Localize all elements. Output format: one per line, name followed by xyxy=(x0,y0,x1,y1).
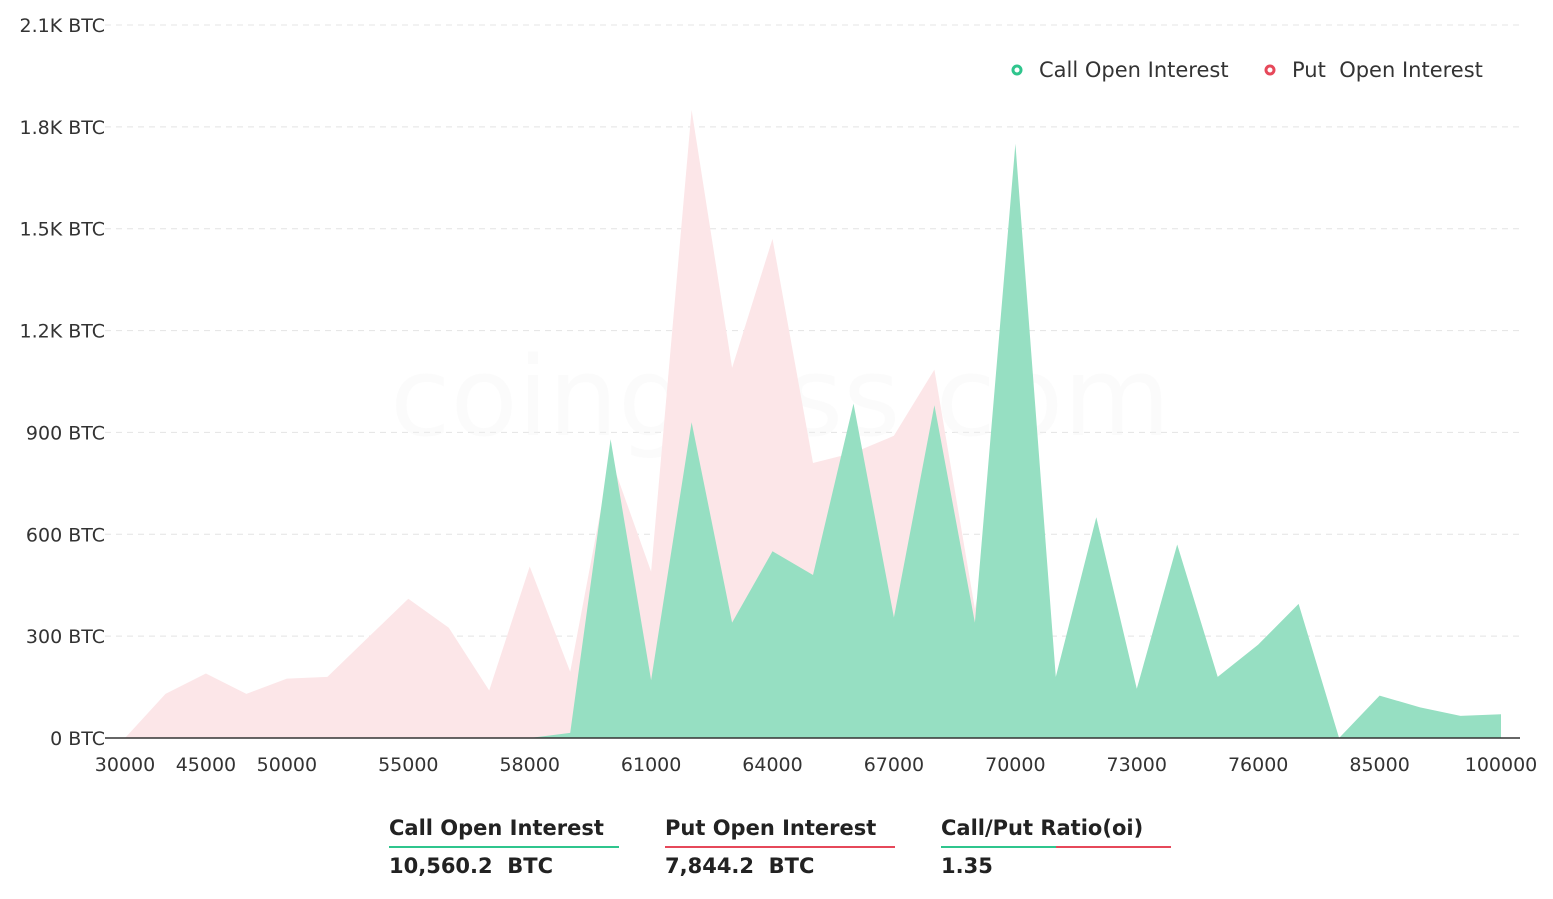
y-tick-label: 300 BTC xyxy=(26,626,105,648)
y-tick-label: 1.2K BTC xyxy=(19,321,105,343)
y-tick-label: 1.5K BTC xyxy=(19,219,105,241)
summary-call-value: 10,560.2 BTC xyxy=(389,854,553,878)
x-tick-label: 64000 xyxy=(742,754,802,776)
x-tick-label: 45000 xyxy=(176,754,236,776)
legend-item-put[interactable]: Put Open Interest xyxy=(1264,58,1483,82)
y-tick-label: 600 BTC xyxy=(26,524,105,546)
y-tick-label: 2.1K BTC xyxy=(19,15,105,37)
x-tick-label: 55000 xyxy=(378,754,438,776)
summary-call-label: Call Open Interest xyxy=(389,816,604,840)
y-tick-label: 0 BTC xyxy=(50,728,105,750)
summary-call: Call Open Interest 10,560.2 BTC xyxy=(389,816,619,878)
summary-call-underline xyxy=(389,846,619,848)
summary-put: Put Open Interest 7,844.2 BTC xyxy=(665,816,895,878)
x-tick-label: 76000 xyxy=(1228,754,1288,776)
x-tick-label: 67000 xyxy=(864,754,924,776)
x-axis-ticks: 30000 45000 50000 55000 58000 61000 64000 67000… xyxy=(95,754,1537,776)
y-tick-label: 1.8K BTC xyxy=(19,117,105,139)
summary-put-underline xyxy=(665,846,895,848)
call-open-interest-area xyxy=(125,143,1501,739)
summary-ratio-label: Call/Put Ratio(oi) xyxy=(941,816,1144,840)
x-tick-label: 85000 xyxy=(1349,754,1409,776)
x-tick-label: 100000 xyxy=(1465,754,1538,776)
legend-item-call[interactable]: Call Open Interest xyxy=(1011,58,1229,82)
y-axis-ticks: 0 BTC 300 BTC 600 BTC 900 BTC 1.2K BTC 1.5K B… xyxy=(19,15,105,750)
call-area-layer xyxy=(125,143,1501,739)
legend-put-marker xyxy=(1264,64,1276,76)
x-tick-label: 30000 xyxy=(95,754,155,776)
summary-ratio-underline xyxy=(941,846,1171,848)
x-tick-label: 58000 xyxy=(499,754,559,776)
legend-call-marker xyxy=(1011,64,1023,76)
summary-put-value: 7,844.2 BTC xyxy=(665,854,815,878)
y-tick-label: 900 BTC xyxy=(26,422,105,444)
summary-put-label: Put Open Interest xyxy=(665,816,877,840)
legend-call-label: Call Open Interest xyxy=(1039,58,1229,82)
x-tick-label: 73000 xyxy=(1107,754,1167,776)
legend: Call Open Interest Put Open Interest xyxy=(1011,58,1483,82)
grid-lines xyxy=(105,24,1520,637)
x-tick-label: 70000 xyxy=(985,754,1045,776)
summary-panel: Call Open Interest 10,560.2 BTC Put Open… xyxy=(389,816,1171,878)
x-tick-label: 61000 xyxy=(621,754,681,776)
summary-ratio: Call/Put Ratio(oi) 1.35 xyxy=(941,816,1171,878)
x-tick-label: 50000 xyxy=(257,754,317,776)
summary-ratio-value: 1.35 xyxy=(941,854,993,878)
legend-put-label: Put Open Interest xyxy=(1292,58,1483,82)
